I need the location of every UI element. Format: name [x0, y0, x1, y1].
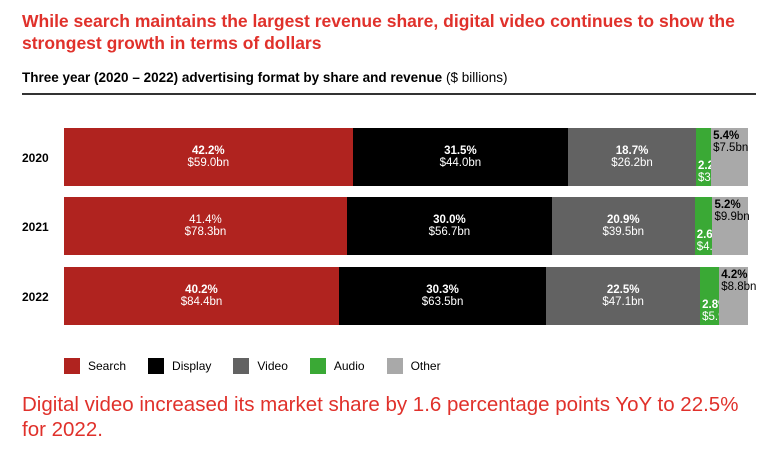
- share-label: 5.4%: [713, 130, 740, 142]
- bar-segment-other: [711, 128, 748, 186]
- data-label: 5.2% $9.9bn: [714, 199, 749, 223]
- revenue-label: $59.0bn: [187, 157, 230, 169]
- share-label: 40.2%: [185, 284, 218, 296]
- legend-label: Other: [410, 359, 441, 373]
- bar-segment-display: [346, 197, 552, 255]
- legend-label: Audio: [333, 359, 365, 373]
- legend-label: Search: [88, 359, 127, 373]
- legend-swatch: [386, 358, 403, 374]
- data-label: 30.0% $56.7bn: [347, 214, 552, 238]
- legend: Search Display Video Audio Other: [64, 358, 463, 374]
- legend-item-other: Other: [386, 358, 441, 374]
- revenue-label: $39.5bn: [602, 226, 645, 238]
- legend-swatch: [148, 358, 165, 374]
- bar-segment-other: [719, 267, 748, 325]
- footer-note: Digital video increased its market share…: [22, 393, 739, 441]
- revenue-label: $7.5bn: [713, 142, 749, 154]
- data-label: 30.3% $63.5bn: [339, 284, 546, 308]
- revenue-label: $9.9bn: [714, 211, 750, 223]
- data-label: 31.5% $44.0bn: [353, 145, 568, 169]
- year-label: 2022: [22, 290, 49, 304]
- stacked-bar-chart: 2020 42.2% $59.0bn 31.5% $44.0bn 18.7% $26.2bn…: [22, 128, 756, 325]
- legend-item-audio: Audio: [309, 358, 365, 374]
- bar-segment-display: [352, 128, 569, 186]
- data-label: 20.9% $39.5bn: [552, 214, 695, 238]
- data-label: 42.2% $59.0bn: [64, 145, 353, 169]
- year-label: 2021: [22, 220, 49, 234]
- bar-segment-audio: [694, 197, 713, 255]
- legend-swatch: [64, 358, 80, 374]
- share-label: 31.5%: [444, 145, 477, 157]
- revenue-label: $84.4bn: [180, 296, 223, 308]
- legend-label: Display: [172, 359, 212, 373]
- bar-segment-video: [551, 197, 695, 255]
- chart-subtitle: Three year (2020 – 2022) advertising for…: [22, 70, 508, 85]
- data-label: 22.5% $47.1bn: [546, 284, 700, 308]
- bar-segment-audio: [700, 267, 720, 325]
- share-label: 42.2%: [192, 145, 225, 157]
- revenue-label: $44.0bn: [439, 157, 482, 169]
- legend-label: Video: [257, 359, 288, 373]
- revenue-label: $56.7bn: [428, 226, 471, 238]
- share-label: 41.4%: [189, 214, 222, 226]
- share-label: 20.9%: [606, 214, 640, 226]
- legend-item-video: Video: [233, 358, 288, 374]
- bar-segment-video: [546, 267, 701, 325]
- year-label: 2020: [22, 151, 49, 165]
- subtitle-main: Three year (2020 – 2022) advertising for…: [22, 70, 443, 85]
- bar-segment-search: [64, 197, 347, 255]
- bar-segment-video: [568, 128, 696, 186]
- bar-segment-search: [64, 267, 339, 325]
- bar-segment-search: [64, 128, 353, 186]
- bar-segment-audio: [696, 128, 712, 186]
- revenue-label: $26.2bn: [611, 157, 653, 169]
- legend-item-search: Search: [64, 358, 126, 374]
- legend-item-display: Display: [148, 358, 211, 374]
- headline: While search maintains the largest reven…: [22, 11, 735, 53]
- share-label: 30.3%: [426, 284, 459, 296]
- revenue-label: $78.3bn: [184, 226, 227, 238]
- subtitle-unit: ($ billions): [445, 70, 508, 85]
- legend-swatch: [309, 358, 326, 374]
- bar-segment-other: [712, 197, 748, 255]
- divider: [22, 93, 756, 95]
- share-label: 4.2%: [721, 269, 748, 281]
- data-label: 41.4% $78.3bn: [64, 214, 347, 238]
- bar-segment-display: [338, 267, 547, 325]
- data-label: 40.2% $84.4bn: [64, 284, 339, 308]
- data-label: 5.4% $7.5bn: [713, 130, 748, 154]
- share-label: 30.0%: [433, 214, 466, 226]
- legend-swatch: [233, 358, 250, 374]
- share-label: 18.7%: [615, 145, 649, 157]
- revenue-label: $8.8bn: [721, 281, 757, 293]
- revenue-label: $63.5bn: [421, 296, 464, 308]
- data-label: 4.2% $8.8bn: [721, 269, 756, 293]
- share-label: 22.5%: [606, 284, 640, 296]
- revenue-label: $47.1bn: [602, 296, 644, 308]
- data-label: 18.7% $26.2bn: [568, 145, 696, 169]
- share-label: 5.2%: [714, 199, 741, 211]
